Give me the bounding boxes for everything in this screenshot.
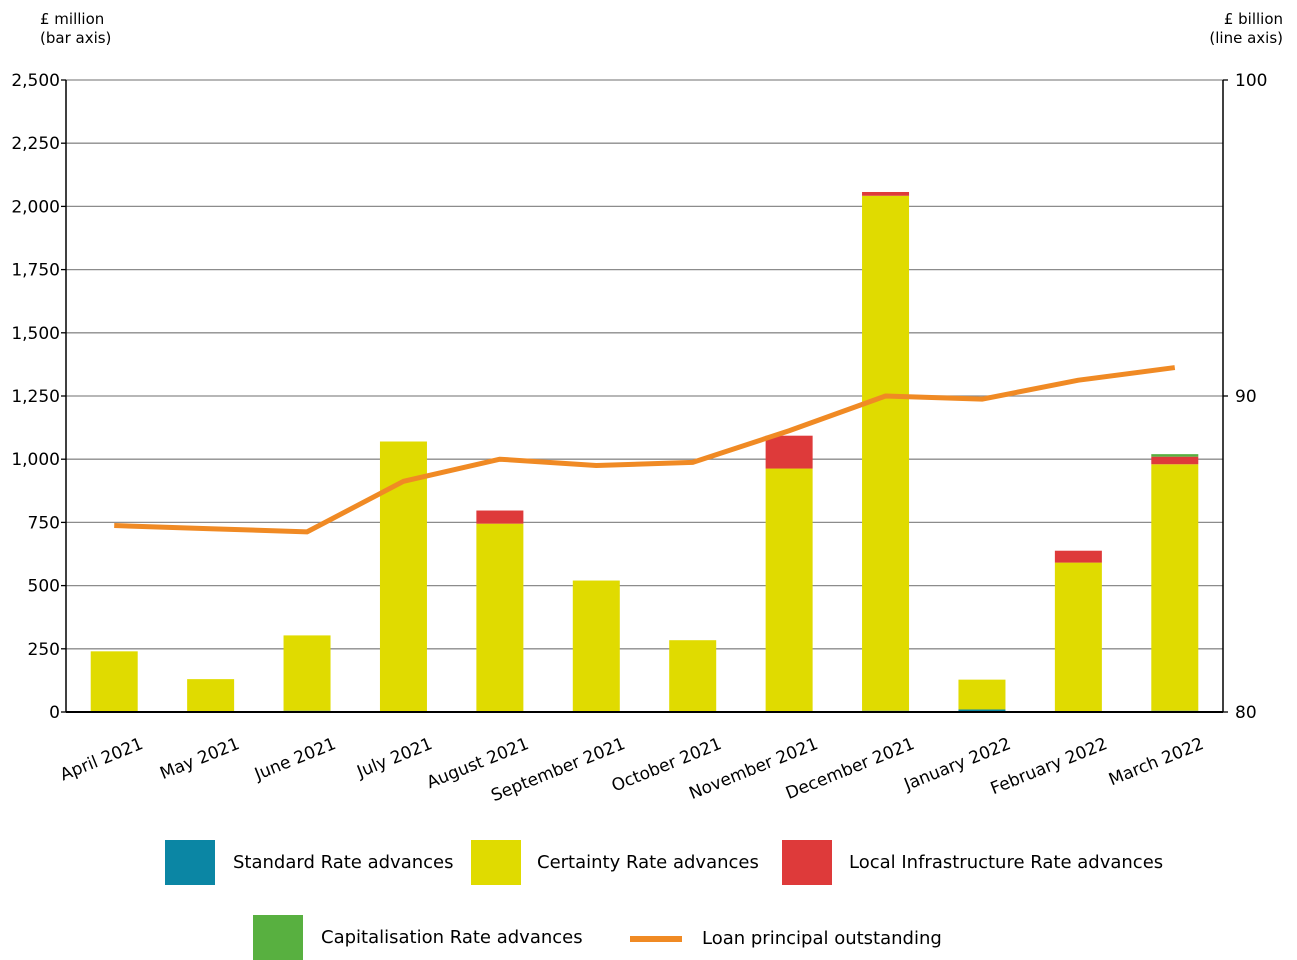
bar-certainty-rate-advances (91, 651, 138, 711)
legend-item-standard: Standard Rate advances (165, 840, 454, 885)
x-tick-label: March 2022 (1106, 734, 1207, 790)
legend-label-local-infrastructure: Local Infrastructure Rate advances (849, 852, 1163, 873)
bar-certainty-rate-advances (862, 196, 909, 711)
x-tick-label: May 2021 (157, 734, 242, 784)
left-tick-label: 1,500 (11, 324, 60, 344)
bar-certainty-rate-advances (958, 680, 1005, 710)
left-tick-label: 1,000 (11, 450, 60, 470)
legend-label-loan-principal: Loan principal outstanding (702, 928, 942, 949)
right-axis-title-line1: £ billion (1209, 10, 1283, 29)
bar-certainty-rate-advances (669, 640, 716, 711)
bar-capitalisation-rate-advances (1151, 454, 1198, 457)
x-tick-label: July 2021 (353, 734, 435, 783)
bar-local-infrastructure-rate-advances (1055, 551, 1102, 563)
left-tick-label: 1,250 (11, 387, 60, 407)
bar-certainty-rate-advances (1055, 563, 1102, 712)
left-tick-label: 500 (28, 577, 60, 597)
bar-certainty-rate-advances (476, 524, 523, 712)
left-axis-ticks: 0 250 500 750 1,000 1,250 1,500 1,750 2,000 2,250… (11, 71, 66, 723)
left-axis-title-line1: £ million (40, 10, 111, 29)
legend-swatch-standard (165, 840, 215, 885)
x-tick-label: April 2021 (57, 734, 146, 785)
legend-swatch-capitalisation (253, 915, 303, 960)
bar-local-infrastructure-rate-advances (766, 436, 813, 469)
left-tick-label: 250 (28, 640, 60, 660)
right-tick-label: 90 (1235, 387, 1257, 407)
bar-local-infrastructure-rate-advances (476, 511, 523, 524)
left-tick-label: 750 (28, 513, 60, 533)
bar-certainty-rate-advances (187, 679, 234, 711)
left-tick-label: 2,250 (11, 134, 60, 154)
bar-local-infrastructure-rate-advances (1151, 457, 1198, 465)
left-tick-label: 0 (49, 703, 60, 723)
right-axis-title: £ billion (line axis) (1209, 10, 1283, 48)
legend-item-certainty: Certainty Rate advances (471, 840, 759, 885)
right-tick-label: 80 (1235, 703, 1257, 723)
bar-certainty-rate-advances (284, 635, 331, 710)
right-axis-title-line2: (line axis) (1209, 29, 1283, 48)
line-loan-principal (114, 368, 1175, 532)
left-axis-title: £ million (bar axis) (40, 10, 111, 48)
left-axis-title-line2: (bar axis) (40, 29, 111, 48)
bar-certainty-rate-advances (573, 581, 620, 712)
legend-label-certainty: Certainty Rate advances (537, 852, 759, 873)
bar-certainty-rate-advances (766, 469, 813, 712)
right-axis-ticks: 80 90 100 (1223, 71, 1267, 723)
bar-certainty-rate-advances (1151, 464, 1198, 710)
x-tick-label: June 2021 (251, 734, 339, 785)
legend-swatch-certainty (471, 840, 521, 885)
left-tick-label: 2,500 (11, 71, 60, 91)
legend-item-loan-principal: Loan principal outstanding (630, 928, 942, 949)
legend-swatch-local-infrastructure (782, 840, 832, 885)
legend-swatch-loan-principal (630, 936, 682, 942)
legend-label-standard: Standard Rate advances (233, 852, 454, 873)
legend-item-local-infrastructure: Local Infrastructure Rate advances (782, 840, 1163, 885)
left-tick-label: 1,750 (11, 261, 60, 281)
legend-item-capitalisation: Capitalisation Rate advances (253, 915, 583, 960)
legend-label-capitalisation: Capitalisation Rate advances (321, 927, 583, 948)
line-series (114, 368, 1175, 532)
left-tick-label: 2,000 (11, 197, 60, 217)
right-tick-label: 100 (1235, 71, 1267, 91)
bar-local-infrastructure-rate-advances (862, 192, 909, 196)
gridlines (66, 80, 1223, 649)
